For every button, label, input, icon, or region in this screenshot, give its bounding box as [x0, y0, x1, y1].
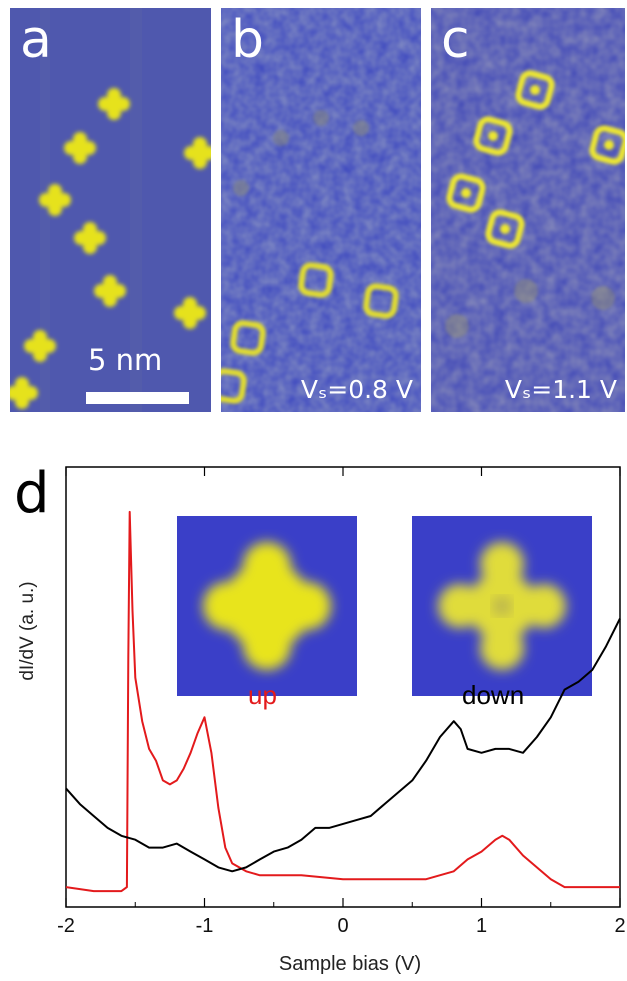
stm-image-b [221, 8, 421, 412]
stm-panel-c: c Vₛ=1.1 V [431, 8, 625, 412]
stm-image-c [431, 8, 625, 412]
stm-image-a [10, 8, 211, 412]
inset-label-down: down [462, 680, 525, 710]
x-tick-label: 1 [475, 915, 488, 937]
x-tick-label: -1 [195, 915, 214, 937]
panel-letter-b: b [231, 10, 265, 70]
bias-label-c: Vₛ=1.1 V [504, 375, 617, 404]
inset-down [412, 516, 592, 696]
panel-letter-a: a [20, 10, 52, 70]
panel-letter-d: d [14, 461, 50, 526]
scale-bar-label: 5 nm [88, 343, 163, 377]
x-tick-label: 2 [614, 915, 626, 937]
inset-label-up: up [248, 680, 277, 710]
series-line-up [65, 510, 620, 893]
dIdV-plot [65, 466, 621, 908]
scale-bar [86, 392, 189, 404]
x-axis-label: Sample bias (V) [278, 953, 422, 975]
inset-up [177, 516, 357, 696]
stm-panel-a: a 5 nm [10, 8, 211, 412]
y-axis-label: dI/dV (a. u.) [17, 581, 38, 681]
series-lines [65, 510, 621, 893]
axis-ticks [65, 467, 621, 907]
x-tick-label: -2 [57, 915, 75, 937]
series-line-down [65, 618, 621, 873]
panel-letter-c: c [441, 10, 470, 70]
x-tick-label: 0 [337, 915, 349, 937]
bias-label-b: Vₛ=0.8 V [300, 375, 413, 404]
stm-panel-b: b Vₛ=0.8 V [221, 8, 421, 412]
